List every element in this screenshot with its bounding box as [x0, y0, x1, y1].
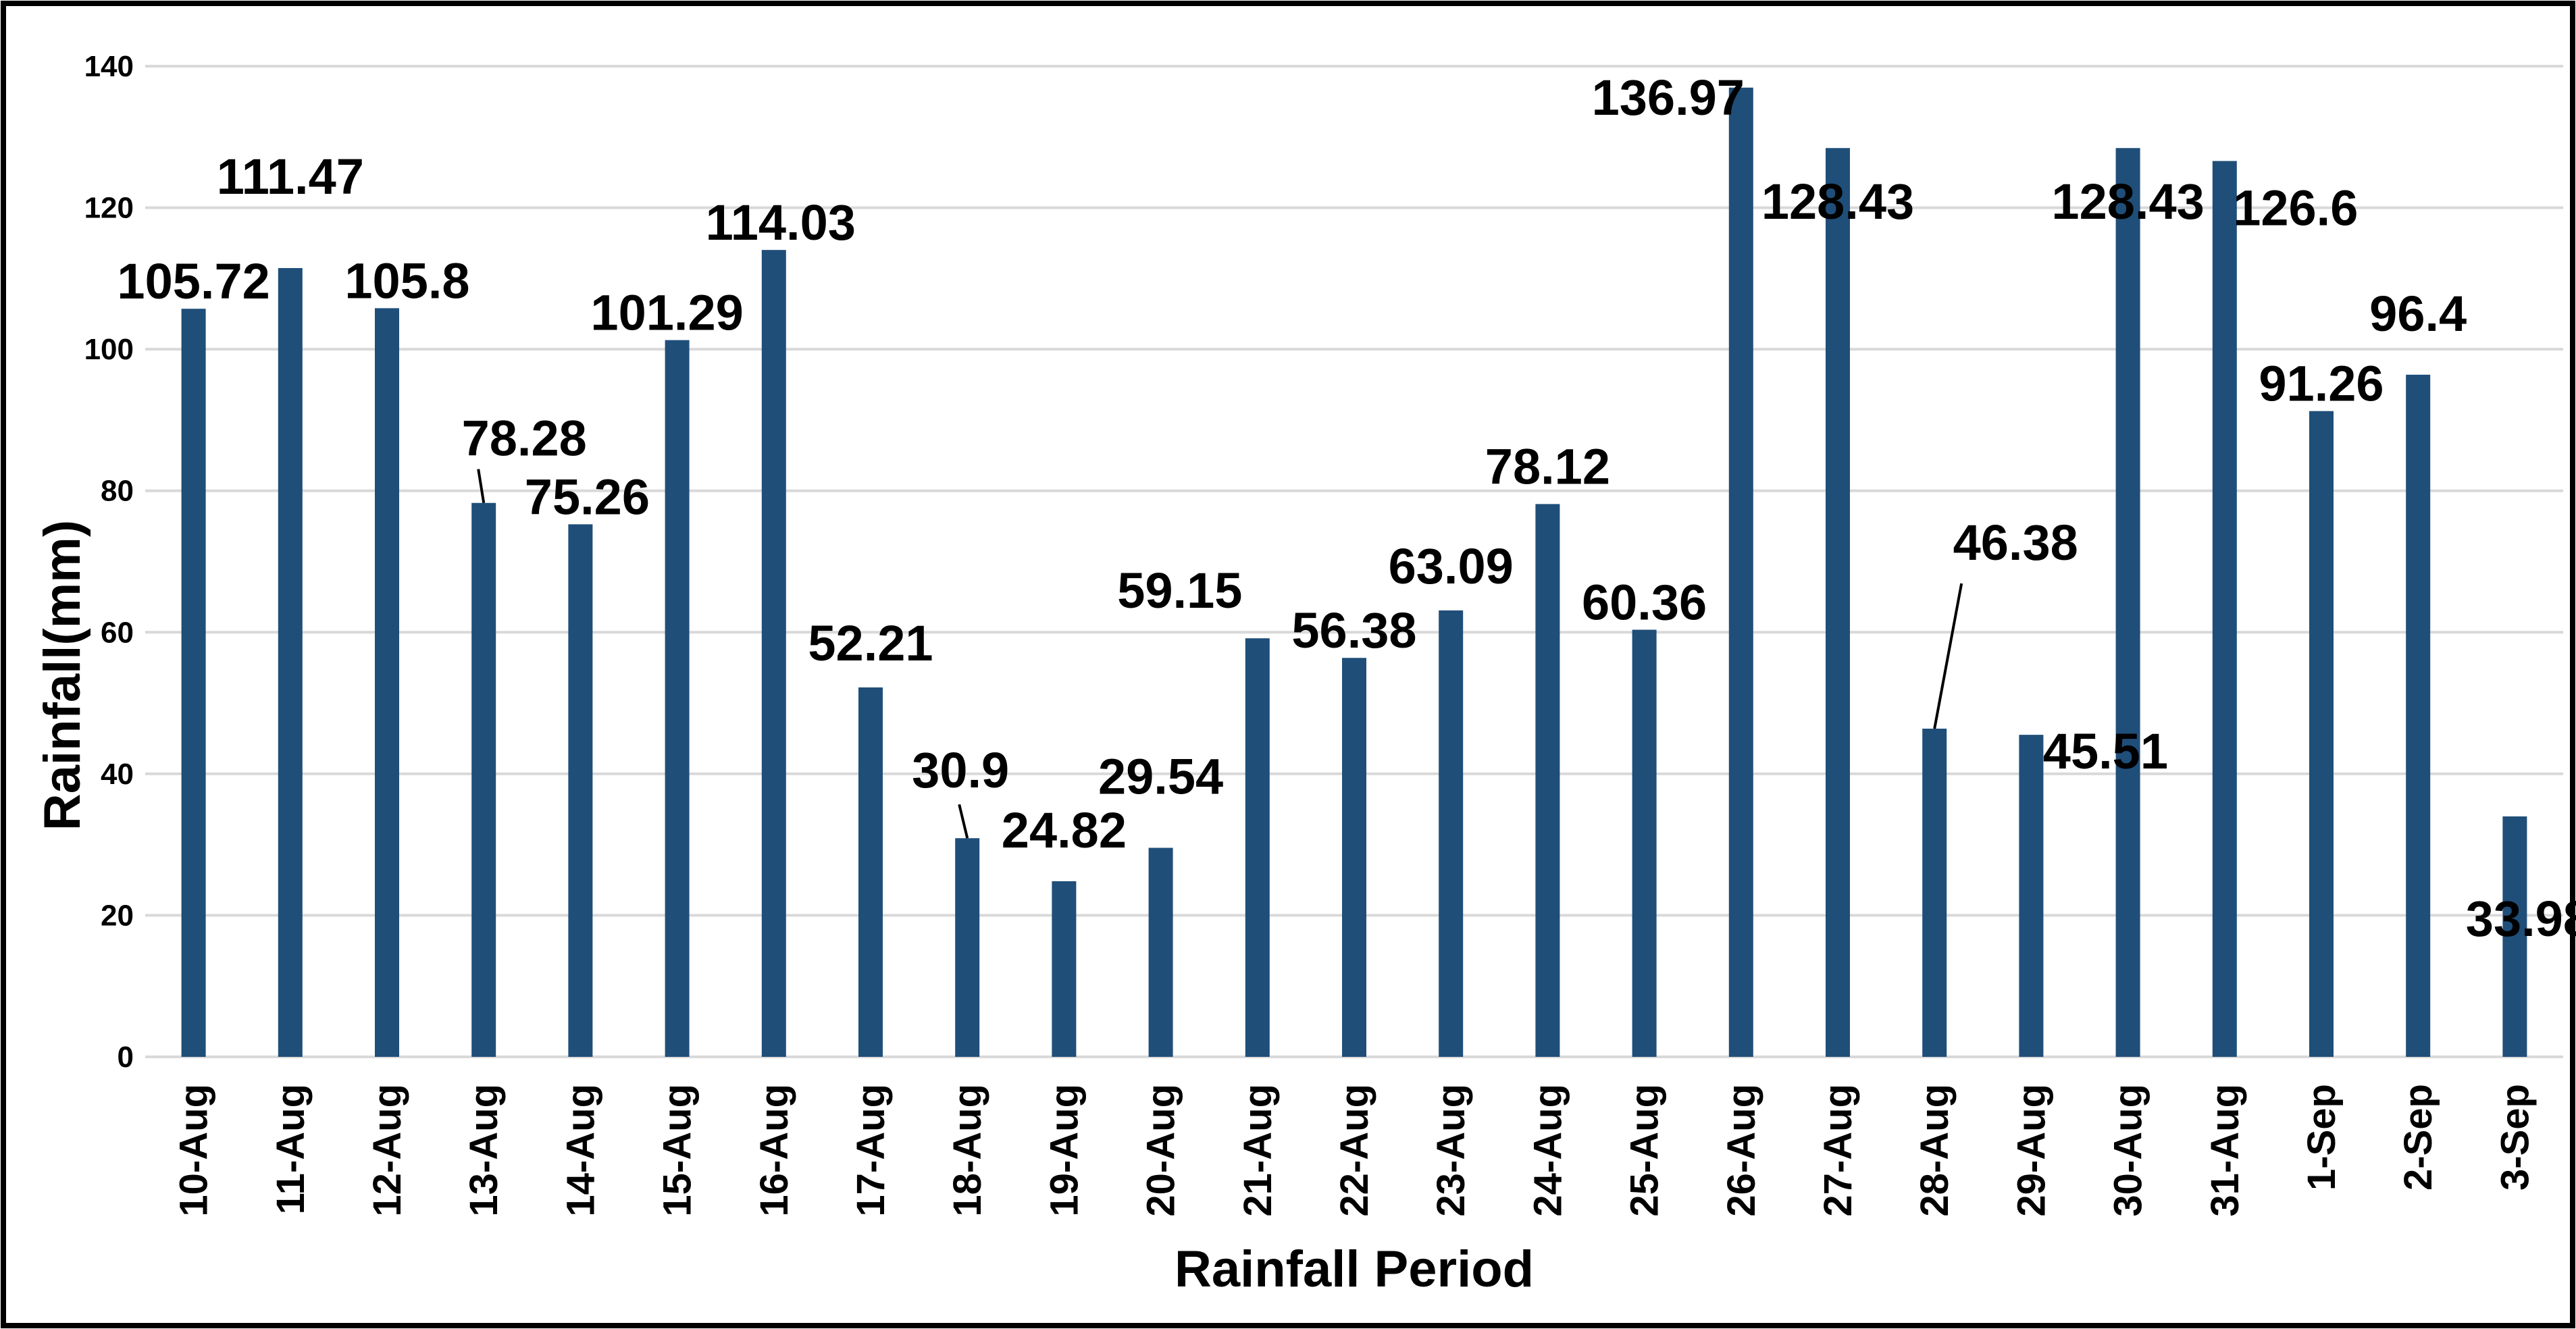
data-label: 59.15 [1117, 563, 1242, 619]
bar-24-Aug [1535, 504, 1560, 1057]
x-tick-label: 14-Aug [559, 1084, 602, 1217]
x-tick-label: 12-Aug [365, 1084, 409, 1217]
data-label: 105.72 [117, 253, 269, 309]
bar-27-Aug [1826, 148, 1850, 1058]
y-axis-ticks: 0 20 40 60 80 100 120 140 [84, 50, 134, 1074]
leader-line [1933, 583, 1963, 729]
data-label: 30.9 [912, 742, 1009, 798]
x-tick-label: 16-Aug [752, 1084, 796, 1217]
data-label: 56.38 [1291, 602, 1416, 658]
y-tick-label: 60 [101, 616, 134, 649]
x-tick-label: 18-Aug [946, 1084, 989, 1217]
y-axis-title: Rainfall(mm) [34, 520, 91, 831]
x-tick-label: 2-Sep [2396, 1084, 2440, 1191]
y-tick-label: 100 [84, 333, 134, 366]
data-label: 126.6 [2233, 180, 2358, 236]
x-tick-label: 15-Aug [656, 1084, 700, 1217]
data-label: 60.36 [1582, 575, 1707, 631]
bar-14-Aug [568, 524, 593, 1057]
data-label: 128.43 [1761, 174, 1914, 230]
x-tick-label: 11-Aug [269, 1084, 313, 1214]
bar-30-Aug [2115, 148, 2140, 1058]
y-tick-label: 40 [101, 758, 134, 791]
data-label: 105.8 [344, 253, 469, 309]
x-axis-ticks: 10-Aug 11-Aug 12-Aug 13-Aug 14-Aug 15-Aug 16-A… [172, 1084, 2538, 1217]
x-tick-label: 13-Aug [462, 1084, 506, 1217]
data-label: 91.26 [2259, 356, 2384, 412]
data-label: 101.29 [590, 285, 743, 341]
bar-11-Aug [278, 267, 303, 1058]
data-label: 78.28 [462, 411, 587, 467]
x-tick-label: 19-Aug [1042, 1084, 1086, 1217]
x-tick-label: 1-Sep [2300, 1084, 2344, 1191]
bars [181, 87, 2527, 1058]
y-tick-label: 140 [84, 50, 134, 83]
data-label: 96.4 [2369, 286, 2467, 342]
bar-31-Aug [2212, 161, 2237, 1058]
bar-21-Aug [1245, 638, 1270, 1057]
bar-29-Aug [2019, 735, 2044, 1057]
x-tick-label: 27-Aug [1816, 1084, 1860, 1217]
data-label: 46.38 [1953, 515, 2078, 571]
x-tick-label: 20-Aug [1139, 1084, 1183, 1217]
data-label: 33.98 [2466, 891, 2576, 947]
data-label: 111.47 [217, 149, 364, 205]
x-tick-label: 29-Aug [2009, 1084, 2053, 1217]
bar-13-Aug [471, 502, 496, 1057]
y-tick-label: 120 [84, 192, 134, 225]
bar-10-Aug [181, 309, 206, 1057]
x-tick-label: 10-Aug [172, 1084, 216, 1217]
y-tick-label: 20 [101, 899, 134, 932]
bar-3-Sep [2502, 816, 2527, 1057]
bar-20-Aug [1148, 848, 1173, 1057]
x-tick-label: 28-Aug [1913, 1084, 1957, 1217]
x-tick-label: 30-Aug [2107, 1084, 2150, 1217]
x-tick-label: 3-Sep [2493, 1084, 2537, 1191]
data-label: 52.21 [808, 615, 933, 671]
bar-23-Aug [1439, 610, 1464, 1057]
x-tick-label: 23-Aug [1429, 1084, 1473, 1217]
data-label: 24.82 [1002, 802, 1127, 858]
y-tick-label: 0 [118, 1041, 134, 1074]
bar-17-Aug [858, 687, 883, 1057]
x-axis-title: Rainfall Period [1175, 1241, 1534, 1298]
data-label: 75.26 [525, 469, 650, 525]
bar-22-Aug [1342, 658, 1366, 1057]
x-tick-label: 26-Aug [1720, 1084, 1763, 1217]
gridlines [145, 65, 2563, 1058]
bar-28-Aug [1922, 729, 1947, 1057]
data-label: 128.43 [2051, 174, 2204, 230]
y-tick-label: 80 [101, 475, 134, 508]
data-label: 136.97 [1592, 70, 1745, 126]
x-tick-label: 31-Aug [2203, 1084, 2247, 1217]
bar-12-Aug [375, 308, 399, 1057]
leader-line [477, 469, 486, 504]
bar-18-Aug [955, 838, 980, 1057]
x-tick-label: 22-Aug [1333, 1084, 1376, 1217]
data-label: 29.54 [1098, 748, 1223, 804]
bar-1-Sep [2309, 411, 2334, 1057]
bar-15-Aug [665, 340, 690, 1057]
bar-26-Aug [1728, 87, 1753, 1057]
bar-25-Aug [1632, 629, 1657, 1057]
x-tick-label: 17-Aug [849, 1084, 893, 1217]
bar-19-Aug [1052, 881, 1077, 1057]
x-tick-label: 21-Aug [1236, 1084, 1280, 1217]
x-tick-label: 24-Aug [1526, 1084, 1570, 1217]
data-label: 78.12 [1485, 438, 1610, 494]
data-label: 45.51 [2043, 723, 2168, 779]
bar-16-Aug [761, 250, 786, 1057]
data-label: 114.03 [706, 194, 856, 251]
bar-2-Sep [2406, 374, 2431, 1057]
data-label: 63.09 [1389, 538, 1514, 594]
x-tick-label: 25-Aug [1623, 1084, 1667, 1217]
leader-line [958, 804, 969, 839]
leader-lines [477, 469, 1963, 839]
